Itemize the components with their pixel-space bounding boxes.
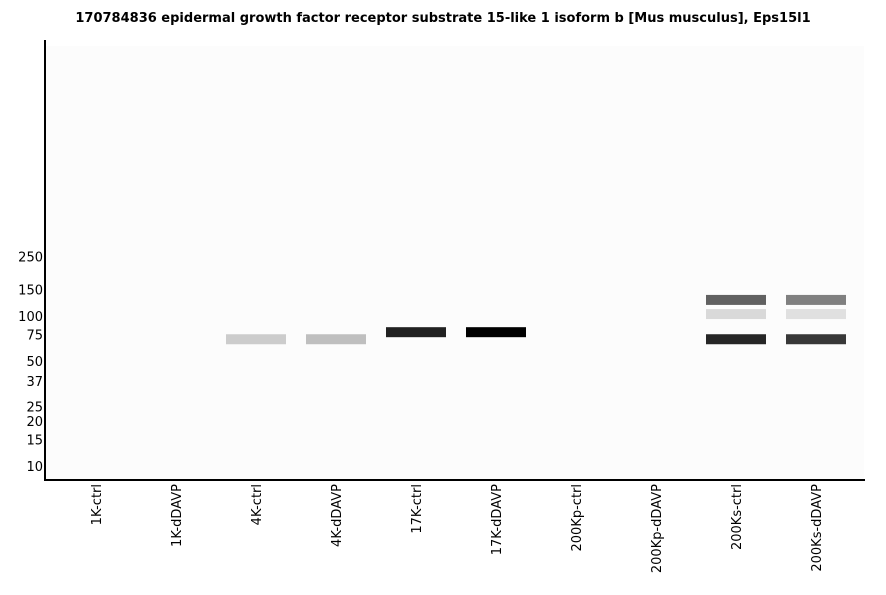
band (706, 294, 766, 305)
bands-layer (226, 294, 846, 345)
lane-label: 1K-ctrl (90, 484, 105, 525)
band (226, 334, 286, 345)
lane-label: 200Kp-dDAVP (650, 484, 665, 573)
lane-label: 200Ks-dDAVP (810, 484, 825, 572)
y-tick-label: 75 (26, 329, 43, 344)
chart-title: 170784836 epidermal growth factor recept… (75, 11, 811, 26)
y-tick-label: 10 (26, 460, 43, 475)
y-tick-label: 15 (26, 434, 43, 449)
band (706, 309, 766, 320)
y-tick-label: 150 (18, 284, 43, 299)
lane-label: 200Ks-ctrl (730, 484, 745, 550)
lane-label: 4K-ctrl (250, 484, 265, 525)
lane-labels: 1K-ctrl 1K-dDAVP 4K-ctrl 4K-dDAVP 17K-ctrl 17… (90, 484, 825, 573)
band (386, 327, 446, 338)
lane-label: 17K-dDAVP (490, 484, 505, 555)
y-tick-label: 37 (26, 375, 43, 390)
lane-label: 17K-ctrl (410, 484, 425, 534)
band (306, 334, 366, 345)
y-tick-label: 50 (26, 355, 43, 370)
lane-label: 200Kp-ctrl (570, 484, 585, 551)
band (466, 327, 526, 338)
band (786, 294, 846, 305)
plot-background (46, 46, 864, 479)
y-tick-label: 250 (18, 250, 43, 265)
band (706, 334, 766, 345)
band (786, 309, 846, 320)
y-tick-label: 20 (26, 415, 43, 430)
band (786, 334, 846, 345)
y-tick-label: 25 (26, 400, 43, 415)
lane-label: 1K-dDAVP (170, 484, 185, 547)
y-tick-label: 100 (18, 310, 43, 325)
lane-label: 4K-dDAVP (330, 484, 345, 547)
